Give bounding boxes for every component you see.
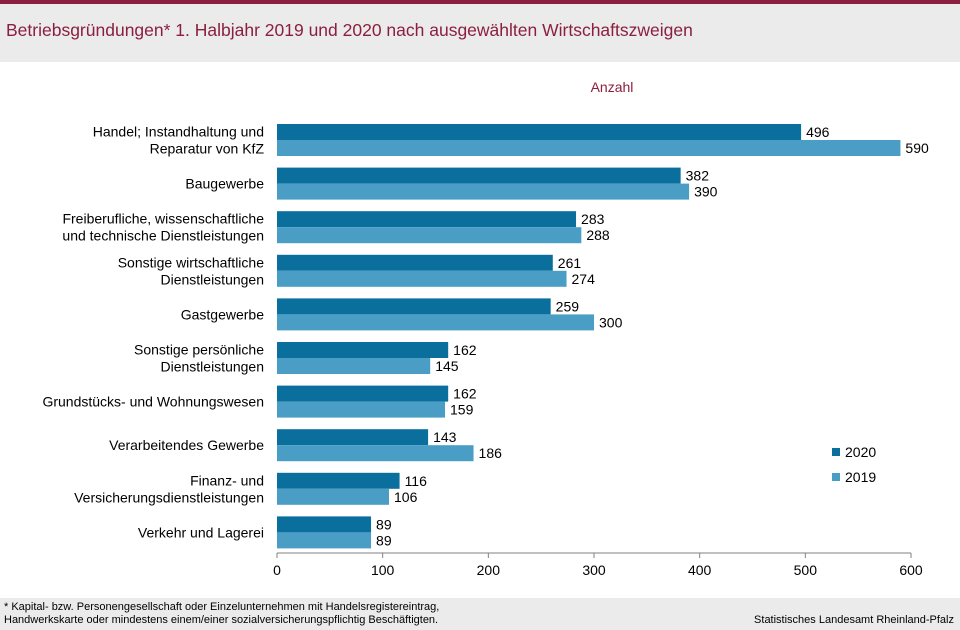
bar-2019 bbox=[277, 358, 431, 374]
category-label: Baugewerbe bbox=[185, 176, 264, 192]
unit-label: Anzahl bbox=[591, 79, 634, 95]
bar-2020 bbox=[277, 429, 429, 446]
data-label-2020: 496 bbox=[806, 124, 830, 140]
bar-chart: Anzahl 496 590 Handel; Instandhaltung undRe… bbox=[0, 68, 960, 598]
bar-2019 bbox=[277, 140, 901, 156]
x-tick-label: 300 bbox=[582, 562, 606, 578]
bar-2019 bbox=[277, 445, 474, 462]
data-label-2020: 382 bbox=[686, 168, 710, 184]
data-label-2020: 162 bbox=[453, 386, 477, 402]
bar-2019 bbox=[277, 532, 372, 549]
bar-2020 bbox=[277, 385, 449, 402]
bar-2019 bbox=[277, 401, 446, 418]
x-tick-label: 500 bbox=[794, 562, 818, 578]
category-label: Versicherungsdienstleistungen bbox=[74, 489, 264, 505]
data-label-2020: 116 bbox=[405, 473, 428, 489]
data-label-2019: 390 bbox=[694, 184, 718, 200]
category-label: Freiberufliche, wissenschaftliche bbox=[62, 211, 264, 227]
data-label-2020: 259 bbox=[556, 298, 580, 314]
data-label-2019: 186 bbox=[479, 445, 503, 461]
data-label-2020: 283 bbox=[581, 211, 605, 227]
category-label: Reparatur von KfZ bbox=[150, 141, 265, 157]
data-label-2020: 162 bbox=[453, 342, 477, 358]
bar-2020 bbox=[277, 124, 802, 140]
x-tick-label: 100 bbox=[371, 562, 395, 578]
data-label-2019: 106 bbox=[394, 489, 418, 505]
bar-2019 bbox=[277, 227, 582, 244]
bar-2019 bbox=[277, 270, 567, 287]
bar-2019 bbox=[277, 314, 594, 331]
bar-2019 bbox=[277, 488, 390, 505]
source-credit: Statistisches Landesamt Rheinland-Pfalz bbox=[754, 614, 954, 626]
title-divider bbox=[0, 62, 960, 68]
x-tick-label: 600 bbox=[899, 562, 923, 578]
chart-title: Betriebsgründungen* 1. Halbjahr 2019 und… bbox=[6, 20, 693, 40]
data-label-2019: 288 bbox=[586, 227, 610, 243]
data-label-2019: 145 bbox=[435, 358, 459, 374]
x-tick-label: 0 bbox=[273, 562, 281, 578]
bar-2020 bbox=[277, 298, 551, 315]
legend-label-2019: 2019 bbox=[845, 469, 876, 485]
category-label: Finanz- und bbox=[190, 472, 264, 488]
bar-2020 bbox=[277, 342, 449, 358]
bar-2020 bbox=[277, 167, 681, 184]
legend-swatch-2019 bbox=[832, 473, 840, 481]
data-label-2019: 300 bbox=[599, 314, 623, 330]
legend-swatch-2020 bbox=[832, 448, 840, 456]
category-label: und technische Dienstleistungen bbox=[62, 228, 264, 244]
x-tick-label: 200 bbox=[477, 562, 501, 578]
category-label: Verkehr und Lagerei bbox=[138, 524, 264, 540]
category-label: Gastgewerbe bbox=[181, 306, 264, 322]
bar-2020 bbox=[277, 211, 577, 228]
bar-2019 bbox=[277, 183, 690, 200]
legend-label-2020: 2020 bbox=[845, 444, 876, 460]
data-label-2019: 590 bbox=[905, 140, 929, 156]
category-label: Grundstücks- und Wohnungswesen bbox=[42, 394, 264, 410]
data-label-2020: 89 bbox=[376, 516, 392, 532]
category-label: Dienstleistungen bbox=[160, 359, 264, 375]
data-label-2019: 274 bbox=[572, 271, 596, 287]
bar-2020 bbox=[277, 472, 400, 489]
plot-area bbox=[0, 68, 960, 598]
data-label-2020: 261 bbox=[558, 255, 582, 271]
category-label: Dienstleistungen bbox=[160, 271, 264, 287]
data-label-2020: 143 bbox=[433, 429, 457, 445]
bar-2020 bbox=[277, 254, 553, 271]
data-label-2019: 159 bbox=[450, 402, 474, 418]
data-label-2019: 89 bbox=[376, 532, 392, 548]
bar-2020 bbox=[277, 516, 372, 533]
top-accent-bar bbox=[0, 0, 960, 4]
category-label: Sonstige wirtschaftliche bbox=[118, 254, 265, 270]
category-label: Verarbeitendes Gewerbe bbox=[109, 437, 264, 453]
category-label: Sonstige persönliche bbox=[134, 342, 264, 358]
footnote: * Kapital- bzw. Personengesellschaft ode… bbox=[4, 601, 440, 626]
category-label: Handel; Instandhaltung und bbox=[93, 124, 264, 140]
x-tick-label: 400 bbox=[688, 562, 712, 578]
